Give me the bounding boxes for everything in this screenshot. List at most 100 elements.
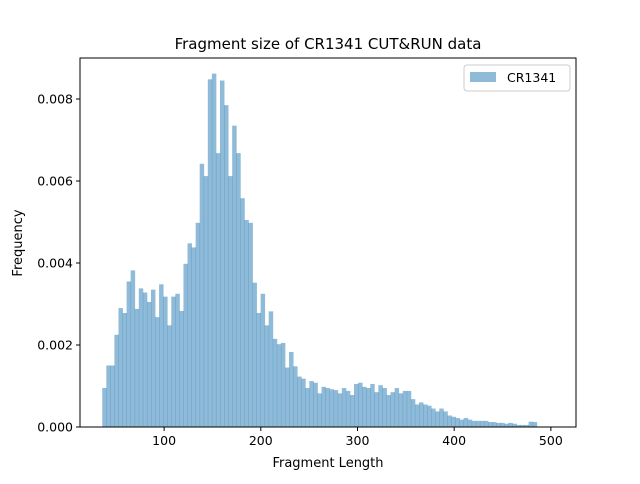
x-tick-label: 100 — [152, 433, 176, 448]
histogram-bar — [211, 73, 217, 427]
histogram-bar — [122, 313, 127, 427]
histogram-bar — [532, 422, 538, 427]
histogram-bar — [207, 79, 213, 427]
histogram-bar — [439, 408, 444, 427]
histogram-bar — [203, 176, 209, 427]
histogram-bar — [362, 386, 367, 427]
histogram-bar — [516, 424, 521, 427]
histogram-bar — [370, 383, 375, 427]
histogram-bar — [414, 404, 420, 427]
histogram-bar — [431, 408, 436, 427]
histogram-bar — [171, 296, 176, 427]
histogram-bar — [110, 365, 115, 427]
histogram-bar — [524, 424, 530, 427]
histogram-bar — [459, 419, 465, 427]
histogram-bar — [317, 393, 322, 427]
histogram-bar — [337, 393, 343, 427]
histogram-bar — [305, 388, 310, 427]
histogram-bar — [341, 388, 347, 427]
histogram-bar — [232, 125, 237, 428]
histogram-bar — [390, 392, 396, 427]
histogram-bar — [418, 402, 424, 427]
histogram-bar — [228, 176, 233, 427]
histogram-bar — [191, 247, 197, 427]
histogram-bar — [488, 422, 493, 427]
histogram-bar — [301, 378, 306, 427]
histogram-bar — [492, 422, 497, 427]
y-tick-label: 0.002 — [37, 338, 73, 353]
histogram-bar — [427, 405, 432, 427]
histogram-bar — [483, 420, 489, 427]
histogram-bar — [329, 389, 335, 427]
histogram-bar — [146, 301, 152, 427]
x-tick-label: 400 — [442, 433, 466, 448]
histogram-bar — [423, 404, 428, 427]
histogram-bar — [345, 390, 351, 427]
histogram-bar — [183, 263, 188, 427]
histogram-bar — [187, 243, 192, 427]
histogram-bar — [321, 386, 326, 427]
histogram-bar — [471, 420, 477, 427]
histogram-bar — [256, 313, 262, 427]
histogram-bar — [325, 388, 331, 427]
histogram-bar — [150, 289, 156, 427]
histogram-bar — [268, 311, 274, 427]
histogram-bar — [382, 388, 387, 427]
histogram-bar — [224, 105, 229, 428]
histogram-bar — [106, 365, 111, 427]
histogram-bar — [215, 153, 221, 427]
histogram-bar — [297, 376, 302, 427]
histogram-bar — [313, 382, 318, 427]
histogram-bar — [463, 417, 469, 427]
histogram-bar — [163, 296, 168, 427]
histogram-bar — [378, 385, 383, 427]
histogram-bar — [333, 390, 339, 427]
x-tick-label: 200 — [249, 433, 273, 448]
y-tick-label: 0.006 — [37, 174, 73, 189]
histogram-bar — [398, 393, 404, 427]
x-tick-label: 300 — [346, 433, 370, 448]
histogram-bar — [500, 422, 505, 427]
histogram-bar — [134, 308, 140, 427]
histogram-bar — [236, 153, 241, 427]
histogram-bar — [467, 419, 473, 427]
y-tick-label: 0.008 — [37, 92, 73, 107]
histogram-bar — [199, 163, 205, 427]
histogram-bar — [504, 423, 509, 427]
histogram-bar — [394, 388, 400, 427]
histogram-bar — [114, 334, 119, 427]
histogram-bar — [126, 281, 132, 427]
histogram-bar — [520, 424, 525, 427]
histogram-bar — [159, 284, 164, 427]
histogram-bar — [138, 288, 144, 427]
histogram-bar — [358, 382, 363, 427]
histogram-bar — [451, 416, 456, 427]
histogram-bar — [406, 390, 412, 427]
histogram-bar — [289, 351, 294, 427]
histogram-bar — [130, 270, 136, 427]
histogram-bar — [155, 317, 160, 427]
histogram-bar — [349, 395, 355, 427]
histogram-bar — [528, 421, 534, 427]
histogram-bar — [175, 293, 180, 427]
histogram-bar — [479, 420, 485, 427]
histogram-bar — [435, 411, 440, 427]
histogram-bar — [280, 342, 286, 427]
histogram-bar — [496, 422, 501, 427]
histogram-bar — [276, 344, 282, 427]
histogram-bar — [309, 381, 314, 427]
histogram-bar — [118, 308, 123, 427]
y-axis-label: Frequency — [11, 209, 26, 276]
histogram-bar — [260, 293, 266, 427]
legend-label: CR1341 — [507, 70, 556, 85]
histogram-bar — [142, 292, 148, 427]
histogram-bar — [264, 325, 270, 427]
chart-title: Fragment size of CR1341 CUT&RUN data — [175, 35, 482, 53]
histogram-bar — [244, 219, 249, 427]
histogram-bar — [252, 282, 257, 427]
x-axis-label: Fragment Length — [272, 456, 383, 471]
histogram-bar — [167, 325, 172, 427]
bars-group — [102, 73, 538, 428]
